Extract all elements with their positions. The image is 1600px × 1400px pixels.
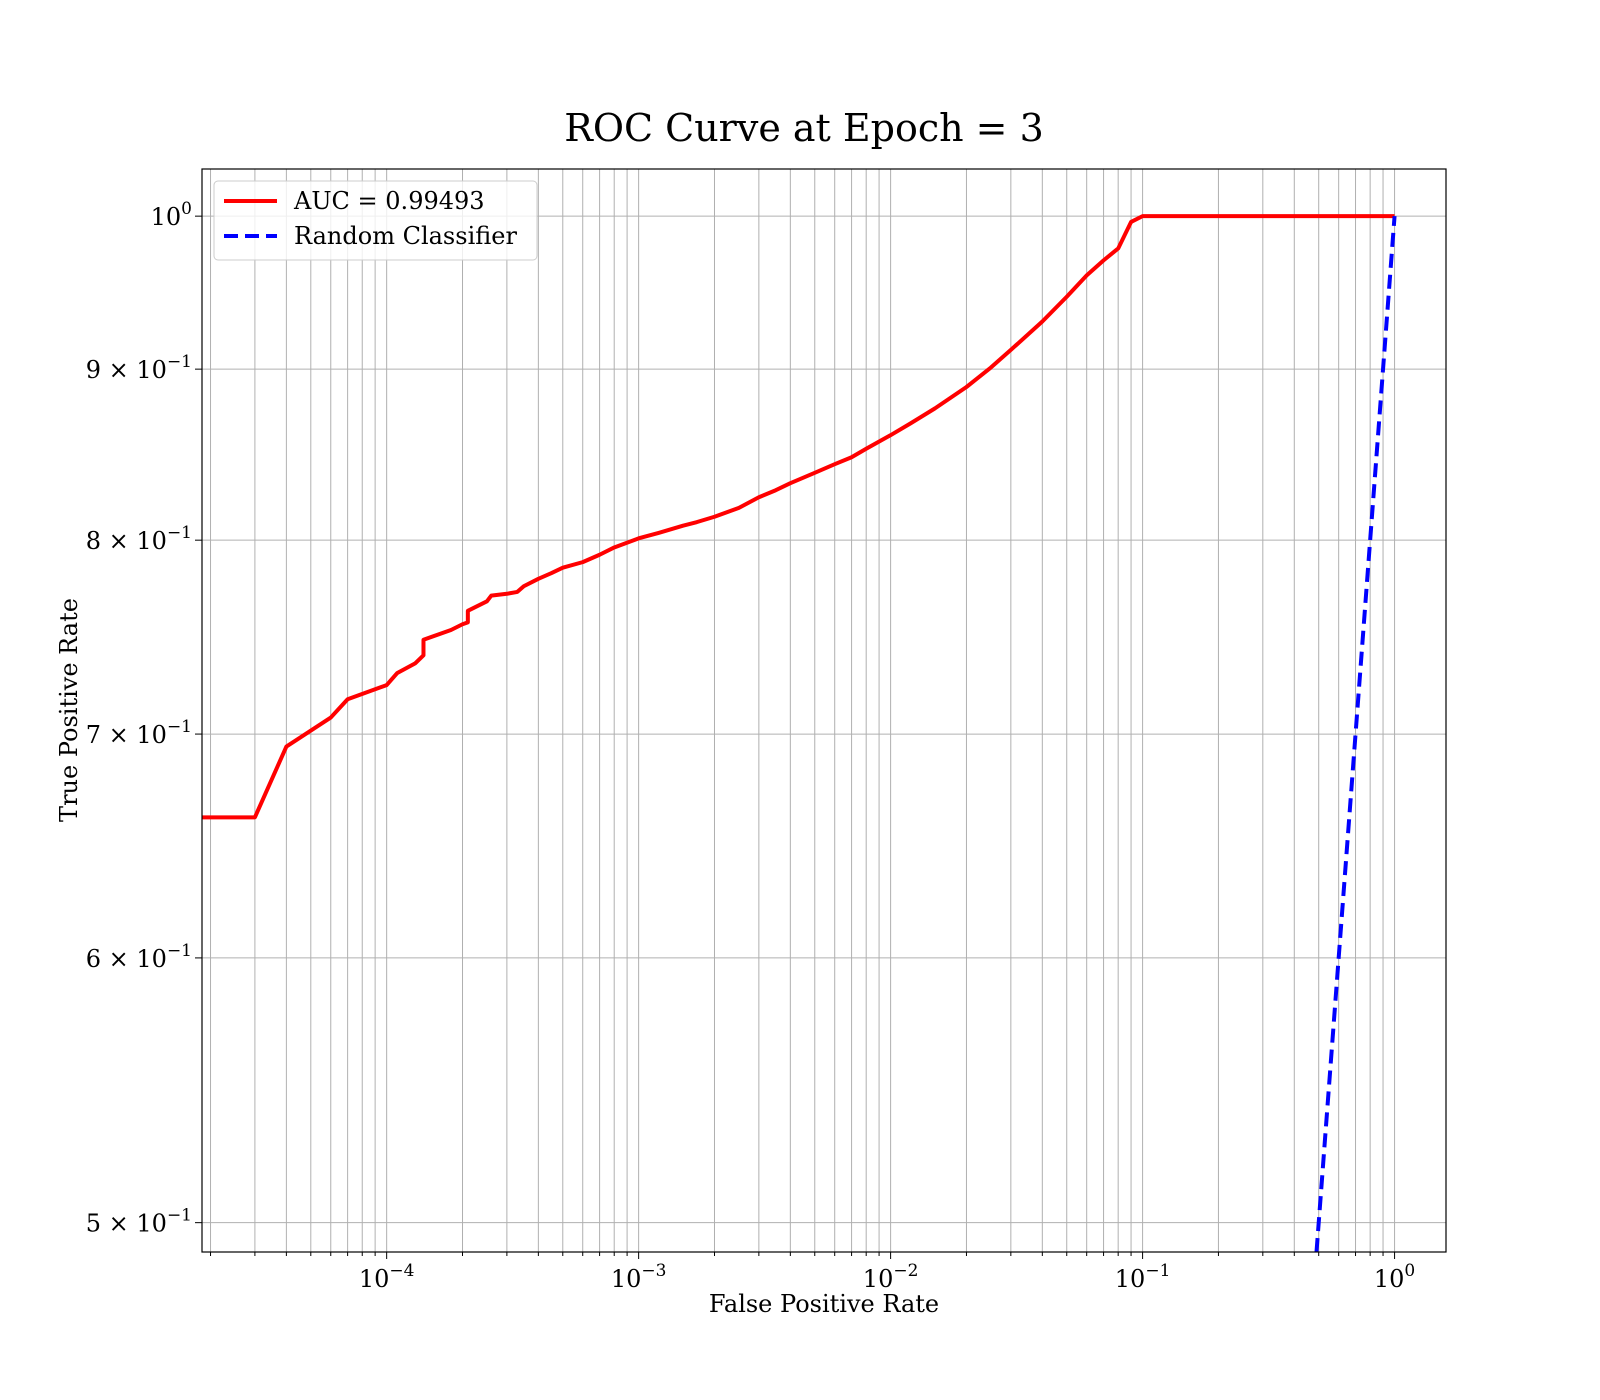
y-tick-labels: 5 × 10−1 6 × 10−1 7 × 10−1 8 × 10−1 9 × 10−1… (86, 199, 192, 1238)
x-tick-label: 10−2 (863, 1261, 919, 1293)
roc-curve-line (202, 214, 1395, 820)
y-tick-label: 8 × 10−1 (86, 523, 192, 555)
y-axis-label: True Positive Rate (55, 598, 83, 822)
x-tick-labels: 10−4 10−3 10−2 10−1 100 (359, 1261, 1415, 1293)
legend-box (213, 180, 538, 261)
x-tick-label: 10−4 (359, 1261, 415, 1293)
y-tick-label: 6 × 10−1 (86, 941, 192, 973)
x-axis-label: False Positive Rate (709, 1290, 939, 1318)
x-tick-label: 10−3 (611, 1261, 667, 1293)
legend-label-random: Random Classifier (294, 222, 517, 250)
y-tick-label: 5 × 10−1 (86, 1206, 192, 1238)
random-classifier-line (1314, 215, 1397, 1252)
chart-title: ROC Curve at Epoch = 3 (564, 106, 1044, 150)
series-lines (202, 214, 1397, 1252)
plot-frame (201, 168, 1447, 1253)
y-tick-label: 9 × 10−1 (86, 352, 192, 384)
y-tick-label: 100 (151, 199, 192, 231)
ticks (195, 215, 1396, 1259)
x-tick-label: 100 (1374, 1261, 1415, 1293)
legend: AUC = 0.99493 Random Classifier (213, 180, 538, 261)
grid (202, 169, 1446, 1252)
y-tick-label: 7 × 10−1 (86, 717, 192, 749)
legend-label-auc: AUC = 0.99493 (293, 187, 485, 215)
x-tick-label: 10−1 (1115, 1261, 1171, 1293)
